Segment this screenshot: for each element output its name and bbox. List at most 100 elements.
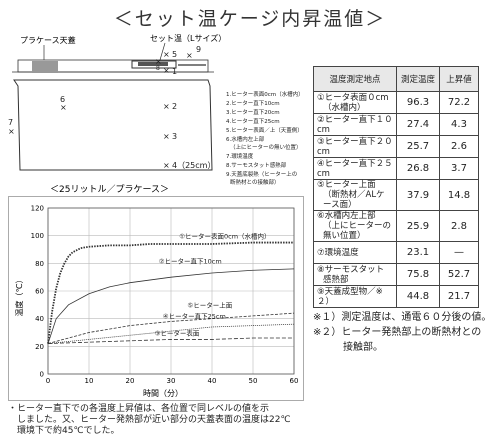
svg-text:断熱材との接触部）: 断熱材との接触部） xyxy=(230,178,279,186)
footnote-line-1: ・ヒーター直下での各温度上昇値は、各位置で同レベルの値を示 xyxy=(8,404,270,414)
header-rise: 上昇値 xyxy=(439,66,479,92)
marker-3-label: 3 xyxy=(172,132,177,141)
marker-2-label: 2 xyxy=(172,102,177,111)
row-temp: 27.4 xyxy=(396,113,440,136)
table-row: ⑦環境温度 23.1— xyxy=(313,241,479,264)
note-1: ※１）測定温度は、通電６０分後の値。 xyxy=(313,312,492,323)
case-diagram: プラケース天蓋 セット温（Lサイズ） × 1 × 2 × 3 × 4（25cm） × 5 … xyxy=(8,33,304,195)
row-temp: 96.3 xyxy=(396,91,440,114)
y-tick-label: 0 xyxy=(40,371,44,379)
series-line-2 xyxy=(47,268,295,344)
row-location: ⑨天蓋成型物／※２） xyxy=(313,285,397,308)
x-axis-label: 時間（分） xyxy=(143,389,183,398)
header-temp: 測定温度 xyxy=(396,66,440,92)
row-rise: 72.2 xyxy=(439,91,479,114)
page-title: ＜セット温ケージ内昇温値＞ xyxy=(113,8,387,30)
marker-9: × xyxy=(186,51,193,60)
svg-text:3.ヒーター直下20cm: 3.ヒーター直下20cm xyxy=(226,108,280,116)
svg-text:5.ヒーター表面／上（天蓋側）: 5.ヒーター表面／上（天蓋側） xyxy=(226,126,303,134)
x-tick-label: 30 xyxy=(167,377,176,385)
row-location: ⑦環境温度 xyxy=(313,241,397,264)
cover-hatch xyxy=(32,61,58,73)
marker-7-label: 7 xyxy=(8,118,13,127)
marker-5-label: 5 xyxy=(172,50,177,59)
row-temp: 44.8 xyxy=(396,285,440,308)
svg-text:（上にヒーターの無い位置）: （上にヒーターの無い位置） xyxy=(230,143,302,151)
row-rise: 2.6 xyxy=(439,135,479,158)
marker-9-label: 9 xyxy=(196,45,201,54)
chart-frame xyxy=(8,196,304,401)
row-rise: 21.7 xyxy=(439,285,479,308)
diagram-legend: 1.ヒーター表面0cm（水槽内） 2.ヒーター直下10cm 3.ヒーター直下20… xyxy=(226,90,304,186)
marker-6-label: 6 xyxy=(60,95,65,104)
series-label-2: ②ヒーター直下10cm xyxy=(159,256,222,265)
y-tick-label: 120 xyxy=(31,205,44,213)
series-label-1: ①ヒーター表面0cm（水槽内） xyxy=(179,231,270,240)
row-rise: 3.7 xyxy=(439,157,479,180)
row-temp: 75.8 xyxy=(396,263,440,286)
svg-text:7.環境温度: 7.環境温度 xyxy=(226,152,254,160)
svg-text:6.水槽内左上部: 6.水槽内左上部 xyxy=(226,135,265,143)
series-label-4: ④ヒーター直下25cm xyxy=(163,312,226,321)
table-row: ③ヒーター直下２０cm 25.7 2.6 xyxy=(313,135,479,158)
svg-text:9.天蓋底裂熱（ヒーター上の: 9.天蓋底裂熱（ヒーター上の xyxy=(226,170,297,178)
y-tick-label: 100 xyxy=(31,232,44,240)
table-row: ⑥水槽内左上部 （上にヒーターの無い位置） 25.9 2.8 xyxy=(313,210,479,242)
row-temp: 23.1 xyxy=(396,241,440,264)
row-temp: 37.9 xyxy=(396,179,440,211)
note-3: 接触部。 xyxy=(313,342,383,353)
y-tick-label: 20 xyxy=(35,343,44,351)
footnote-line-2: しました。又、ヒーター発熱部が近い部分の天蓋表面の温度は22℃ xyxy=(8,415,291,425)
marker-4: × xyxy=(163,161,170,170)
marker-1-label: 1 xyxy=(172,67,177,76)
note-2: ※２）ヒーター発熱部上の断熱材との xyxy=(313,327,482,338)
marker-2: × xyxy=(163,102,170,111)
chart-ticks: 0 20 40 60 80 100 120 0 10 20 30 40 50 60 xyxy=(31,205,299,386)
table-row: ①ヒータ表面０cm （水槽内） 96.3 72.2 xyxy=(313,91,479,114)
row-temp: 25.9 xyxy=(396,210,440,242)
row-location: ⑧サーモスタット 感熱部 xyxy=(313,263,397,286)
row-rise: 14.8 xyxy=(439,179,479,211)
row-location: ⑥水槽内左上部 （上にヒーターの無い位置） xyxy=(313,210,397,242)
marker-4-label: 4（25cm） xyxy=(172,161,215,170)
marker-1: × xyxy=(163,66,170,75)
x-tick-label: 20 xyxy=(126,377,135,385)
svg-text:4.ヒーター直下25cm: 4.ヒーター直下25cm xyxy=(226,117,280,125)
row-rise: 2.8 xyxy=(439,210,479,242)
marker-7: × xyxy=(8,127,15,136)
table-row: ⑤ヒーター上面 （断熱材／ALケース面） 37.9 14.8 xyxy=(313,179,479,211)
row-temp: 26.8 xyxy=(396,157,440,180)
x-tick-label: 50 xyxy=(249,377,258,385)
y-axis-label: 温度（℃） xyxy=(14,276,24,317)
table-row: ⑨天蓋成型物／※２） 44.8 21.7 xyxy=(313,285,479,308)
row-rise: 4.3 xyxy=(439,113,479,136)
x-tick-label: 0 xyxy=(46,377,50,385)
series-label-3: ⑤ヒーター上面 xyxy=(187,301,232,310)
footnote-line-3: 環境下で約45℃でした。 xyxy=(8,426,120,436)
case-outline xyxy=(13,79,213,171)
cover-label: プラケース天蓋 xyxy=(20,35,76,45)
temperature-table: 温度測定地点 測定温度 上昇値 ①ヒータ表面０cm （水槽内） 96.3 72.2 ②ヒ… xyxy=(313,66,479,308)
heater-label: セット温（Lサイズ） xyxy=(150,33,226,43)
x-tick-label: 10 xyxy=(85,377,94,385)
diagram-caption: ＜25リットル／プラケース＞ xyxy=(50,184,169,195)
y-tick-label: 80 xyxy=(35,260,44,268)
row-rise: 52.7 xyxy=(439,263,479,286)
marker-8-label: 8 xyxy=(156,65,160,72)
marker-5: × xyxy=(163,50,170,59)
series-line-3 xyxy=(47,312,295,344)
row-location: ⑤ヒーター上面 （断熱材／ALケース面） xyxy=(313,179,397,211)
svg-text:8.サーモスタット感熱部: 8.サーモスタット感熱部 xyxy=(226,161,287,169)
series-label-5: ③ヒーター表面 xyxy=(155,328,200,337)
x-tick-label: 60 xyxy=(290,377,299,385)
plot-area xyxy=(47,207,295,375)
marker-8: × xyxy=(155,57,162,66)
marker-6: × xyxy=(60,103,67,112)
series-labels: ①ヒーター表面0cm（水槽内） ②ヒーター直下10cm ⑤ヒーター上面 ④ヒーター直下… xyxy=(155,231,271,337)
table-row: ④ヒーター直下２５cm 26.8 3.7 xyxy=(313,157,479,180)
footnote: ・ヒーター直下での各温度上昇値は、各位置で同レベルの値を示 しました。又、ヒータ… xyxy=(8,404,308,437)
row-location: ①ヒータ表面０cm （水槽内） xyxy=(313,91,397,114)
chart-grid xyxy=(47,207,295,375)
svg-text:2.ヒーター直下10cm: 2.ヒーター直下10cm xyxy=(226,99,280,107)
header-location: 温度測定地点 xyxy=(313,66,397,92)
